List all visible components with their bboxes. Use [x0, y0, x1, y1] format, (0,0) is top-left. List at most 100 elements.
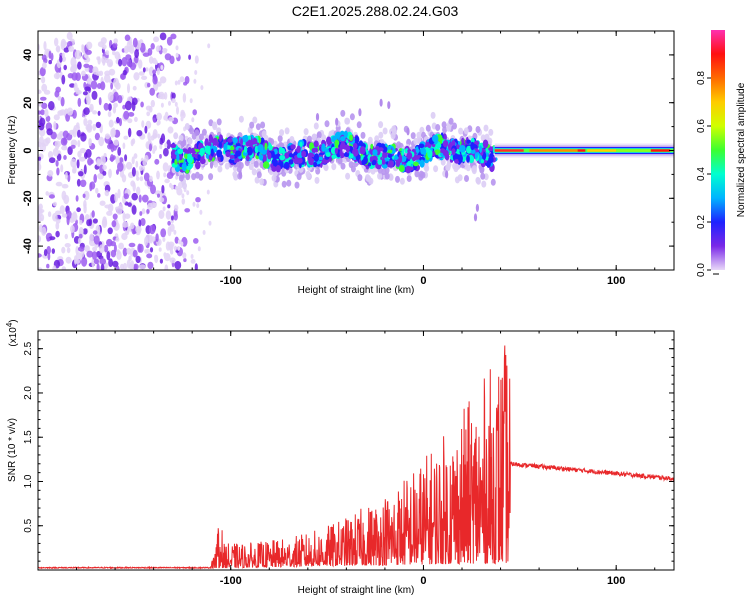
noise-speckle	[41, 102, 48, 110]
trail-spike	[335, 117, 339, 126]
trail-blob	[331, 154, 337, 159]
noise-speckle	[84, 214, 90, 221]
noise-speckle	[46, 128, 53, 136]
trail-blob	[470, 149, 476, 155]
noise-speckle	[44, 108, 49, 118]
noise-speckle	[90, 80, 98, 90]
trail-halo	[382, 127, 388, 135]
noise-speckle	[207, 43, 211, 49]
noise-speckle	[152, 129, 158, 139]
trail-blob	[488, 146, 494, 152]
noise-speckle	[73, 82, 78, 92]
trail-blob	[232, 137, 238, 144]
noise-speckle	[60, 38, 67, 48]
noise-speckle	[92, 66, 99, 75]
noise-speckle	[167, 126, 174, 134]
trail-blob	[240, 138, 243, 146]
trail-blob	[383, 153, 388, 159]
noise-speckle	[94, 132, 100, 141]
noise-speckle	[163, 147, 169, 157]
trail-blob	[223, 139, 228, 144]
noise-speckle	[56, 167, 60, 176]
trail-blob	[387, 145, 392, 150]
trail-halo	[340, 109, 346, 117]
noise-speckle	[113, 38, 118, 44]
noise-speckle	[159, 76, 167, 84]
noise-speckle	[72, 109, 77, 119]
noise-speckle	[100, 81, 106, 91]
noise-speckle	[206, 189, 210, 195]
noise-speckle	[68, 45, 75, 52]
trail-halo	[445, 164, 451, 172]
noise-speckle	[130, 139, 134, 147]
trail-halo	[306, 173, 312, 180]
noise-speckle	[131, 192, 138, 201]
trail-blob	[186, 165, 192, 171]
snr-xlabel: Height of straight line (km)	[298, 585, 415, 596]
trail-blob	[458, 154, 463, 163]
noise-speckle	[54, 37, 59, 47]
noise-speckle	[193, 238, 199, 244]
trail-blob	[290, 144, 296, 150]
noise-speckle	[141, 120, 145, 128]
noise-speckle	[83, 164, 87, 175]
noise-speckle	[165, 164, 169, 170]
noise-speckle	[38, 253, 42, 258]
trail-blob	[212, 137, 218, 146]
trail-blob	[345, 145, 351, 152]
noise-speckle	[47, 170, 54, 177]
noise-speckle	[180, 109, 185, 116]
noise-speckle	[38, 115, 41, 121]
noise-speckle	[104, 262, 109, 269]
noise-speckle	[163, 252, 167, 258]
noise-speckle	[117, 162, 124, 172]
trail-blob	[182, 148, 188, 153]
trail-halo	[252, 116, 258, 124]
noise-speckle	[115, 155, 120, 165]
tone-core	[529, 149, 578, 152]
noise-speckle	[116, 169, 119, 175]
noise-speckle	[122, 69, 127, 76]
noise-speckle	[89, 182, 93, 192]
noise-speckle	[47, 211, 52, 218]
noise-speckle	[166, 139, 171, 150]
noise-speckle	[141, 208, 146, 215]
noise-speckle	[162, 48, 168, 54]
noise-speckle	[165, 241, 171, 251]
noise-speckle	[39, 117, 46, 127]
noise-speckle	[79, 147, 87, 154]
trail-blob	[340, 136, 346, 142]
trail-blob	[482, 139, 489, 149]
colorbar-tick-label: 0.2	[696, 215, 707, 229]
noise-speckle	[112, 42, 118, 48]
trail-halo	[253, 160, 259, 168]
trail-spike	[445, 170, 449, 179]
noise-speckle	[77, 150, 82, 158]
noise-speckle	[102, 216, 107, 227]
noise-speckle	[93, 235, 100, 245]
trail-blob	[275, 165, 281, 173]
noise-speckle	[62, 130, 69, 139]
noise-speckle	[148, 224, 156, 235]
trail-spike	[387, 101, 391, 110]
noise-speckle	[122, 247, 128, 257]
trail-halo	[314, 176, 320, 184]
trail-halo	[368, 177, 374, 185]
trail-halo	[198, 173, 204, 181]
trail-halo	[425, 124, 431, 132]
noise-speckle	[38, 163, 42, 171]
trail-halo	[480, 172, 486, 180]
noise-speckle	[120, 263, 124, 270]
noise-speckle	[52, 201, 58, 207]
trail-blob	[480, 159, 484, 164]
noise-speckle	[78, 156, 86, 162]
noise-speckle	[77, 140, 81, 148]
noise-speckle	[83, 63, 90, 68]
noise-speckle	[105, 50, 110, 56]
noise-speckle	[127, 202, 132, 207]
noise-speckle	[159, 32, 167, 41]
trail-blob	[271, 150, 275, 157]
noise-speckle	[192, 201, 196, 207]
noise-speckle	[150, 184, 156, 195]
noise-speckle	[174, 236, 179, 244]
